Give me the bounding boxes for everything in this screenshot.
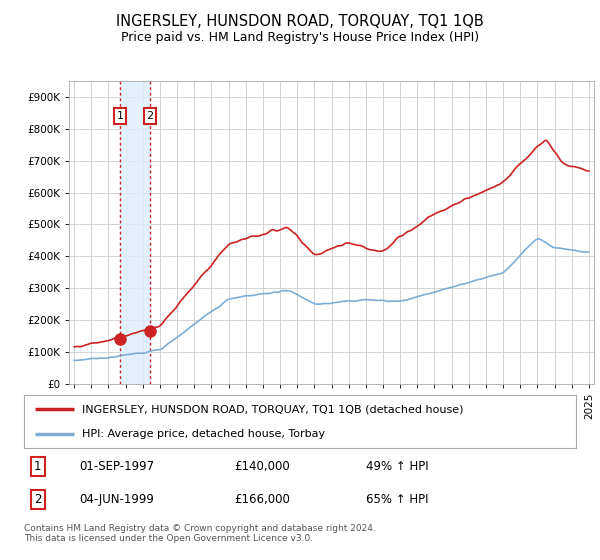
Bar bbox=[120, 81, 150, 384]
Text: 2: 2 bbox=[34, 493, 41, 506]
Text: HPI: Average price, detached house, Torbay: HPI: Average price, detached house, Torb… bbox=[82, 428, 325, 438]
Text: 2: 2 bbox=[146, 111, 154, 121]
Text: INGERSLEY, HUNSDON ROAD, TORQUAY, TQ1 1QB (detached house): INGERSLEY, HUNSDON ROAD, TORQUAY, TQ1 1Q… bbox=[82, 404, 463, 414]
Text: £166,000: £166,000 bbox=[234, 493, 290, 506]
Text: 01-SEP-1997: 01-SEP-1997 bbox=[79, 460, 154, 473]
Text: 65% ↑ HPI: 65% ↑ HPI bbox=[366, 493, 429, 506]
Text: 1: 1 bbox=[34, 460, 41, 473]
Text: Contains HM Land Registry data © Crown copyright and database right 2024.
This d: Contains HM Land Registry data © Crown c… bbox=[24, 524, 376, 543]
Text: 1: 1 bbox=[116, 111, 124, 121]
Text: 49% ↑ HPI: 49% ↑ HPI bbox=[366, 460, 429, 473]
Text: Price paid vs. HM Land Registry's House Price Index (HPI): Price paid vs. HM Land Registry's House … bbox=[121, 31, 479, 44]
Text: INGERSLEY, HUNSDON ROAD, TORQUAY, TQ1 1QB: INGERSLEY, HUNSDON ROAD, TORQUAY, TQ1 1Q… bbox=[116, 14, 484, 29]
Text: £140,000: £140,000 bbox=[234, 460, 290, 473]
Text: 04-JUN-1999: 04-JUN-1999 bbox=[79, 493, 154, 506]
